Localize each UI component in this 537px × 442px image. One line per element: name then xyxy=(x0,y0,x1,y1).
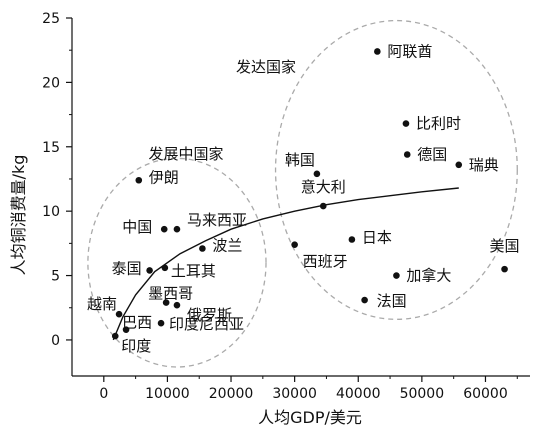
y-tick-label: 10 xyxy=(42,204,60,220)
trend-line-layer xyxy=(112,187,459,341)
data-point xyxy=(111,332,119,340)
y-tick-label: 25 xyxy=(42,11,60,27)
point-label: 美国 xyxy=(490,237,520,255)
data-point xyxy=(402,120,410,127)
point-label: 越南 xyxy=(87,295,117,313)
data-point xyxy=(173,225,181,233)
x-tick-label: 50000 xyxy=(400,386,445,402)
x-tick-label: 60000 xyxy=(463,386,508,402)
point-label: 土耳其 xyxy=(171,262,216,280)
point-label: 德国 xyxy=(417,146,447,164)
data-point xyxy=(501,265,508,273)
y-tick-label: 5 xyxy=(51,269,60,285)
x-tick-label: 30000 xyxy=(272,386,317,402)
point-label: 阿联酋 xyxy=(387,42,432,60)
data-point xyxy=(348,236,356,243)
data-point xyxy=(361,296,368,304)
point-label: 泰国 xyxy=(112,259,142,277)
point-label: 波兰 xyxy=(212,237,242,255)
data-point xyxy=(162,299,170,306)
data-point xyxy=(173,301,181,309)
region-label: 发达国家 xyxy=(236,58,296,76)
data-point xyxy=(161,264,169,272)
point-label: 日本 xyxy=(362,228,392,246)
x-axis-title: 人均GDP/美元 xyxy=(258,408,362,427)
x-tick-label: 40000 xyxy=(336,386,381,402)
data-point xyxy=(455,161,463,169)
point-label: 意大利 xyxy=(301,178,346,196)
point-label: 韩国 xyxy=(285,151,315,169)
region-ellipse xyxy=(87,157,267,368)
data-point xyxy=(115,310,123,318)
trend-line xyxy=(112,187,459,341)
point-label: 马来西亚 xyxy=(187,211,247,229)
y-axis-title: 人均铜消费量/kg xyxy=(9,155,28,276)
point-label: 巴西 xyxy=(122,314,152,332)
point-label: 比利时 xyxy=(416,115,461,133)
data-point xyxy=(403,151,411,158)
point-label: 印度 xyxy=(121,337,151,355)
data-point xyxy=(122,326,130,333)
x-tick-label: 0 xyxy=(99,386,108,402)
data-point xyxy=(393,272,400,279)
data-point xyxy=(291,241,298,248)
data-point xyxy=(157,319,165,327)
data-point xyxy=(313,170,321,178)
y-tick-label: 20 xyxy=(42,75,60,91)
region-label: 发展中国家 xyxy=(148,145,223,163)
x-tick-label: 10000 xyxy=(145,386,190,402)
point-label: 伊朗 xyxy=(149,168,179,186)
point-label: 加拿大 xyxy=(406,267,451,285)
data-point xyxy=(374,48,381,55)
data-point xyxy=(146,267,153,274)
point-label: 法国 xyxy=(377,292,407,310)
data-point xyxy=(319,202,327,210)
point-label: 西班牙 xyxy=(303,253,348,271)
point-label: 俄罗斯 xyxy=(187,306,232,324)
axes: 0 10000 20000 30000 40000 50000 60000 0 5 10 15 20 2… xyxy=(42,11,530,402)
data-points xyxy=(111,48,508,340)
point-label: 印度尼西亚 xyxy=(169,315,244,333)
data-point xyxy=(160,225,168,233)
point-label: 中国 xyxy=(122,218,152,236)
point-label: 瑞典 xyxy=(469,156,499,174)
point-label: 墨西哥 xyxy=(148,285,193,303)
data-point xyxy=(135,176,143,184)
data-point xyxy=(199,245,206,252)
x-tick-label: 20000 xyxy=(209,386,254,402)
y-tick-label: 15 xyxy=(42,140,60,156)
y-tick-label: 0 xyxy=(51,333,60,349)
region-ellipse xyxy=(274,19,518,320)
